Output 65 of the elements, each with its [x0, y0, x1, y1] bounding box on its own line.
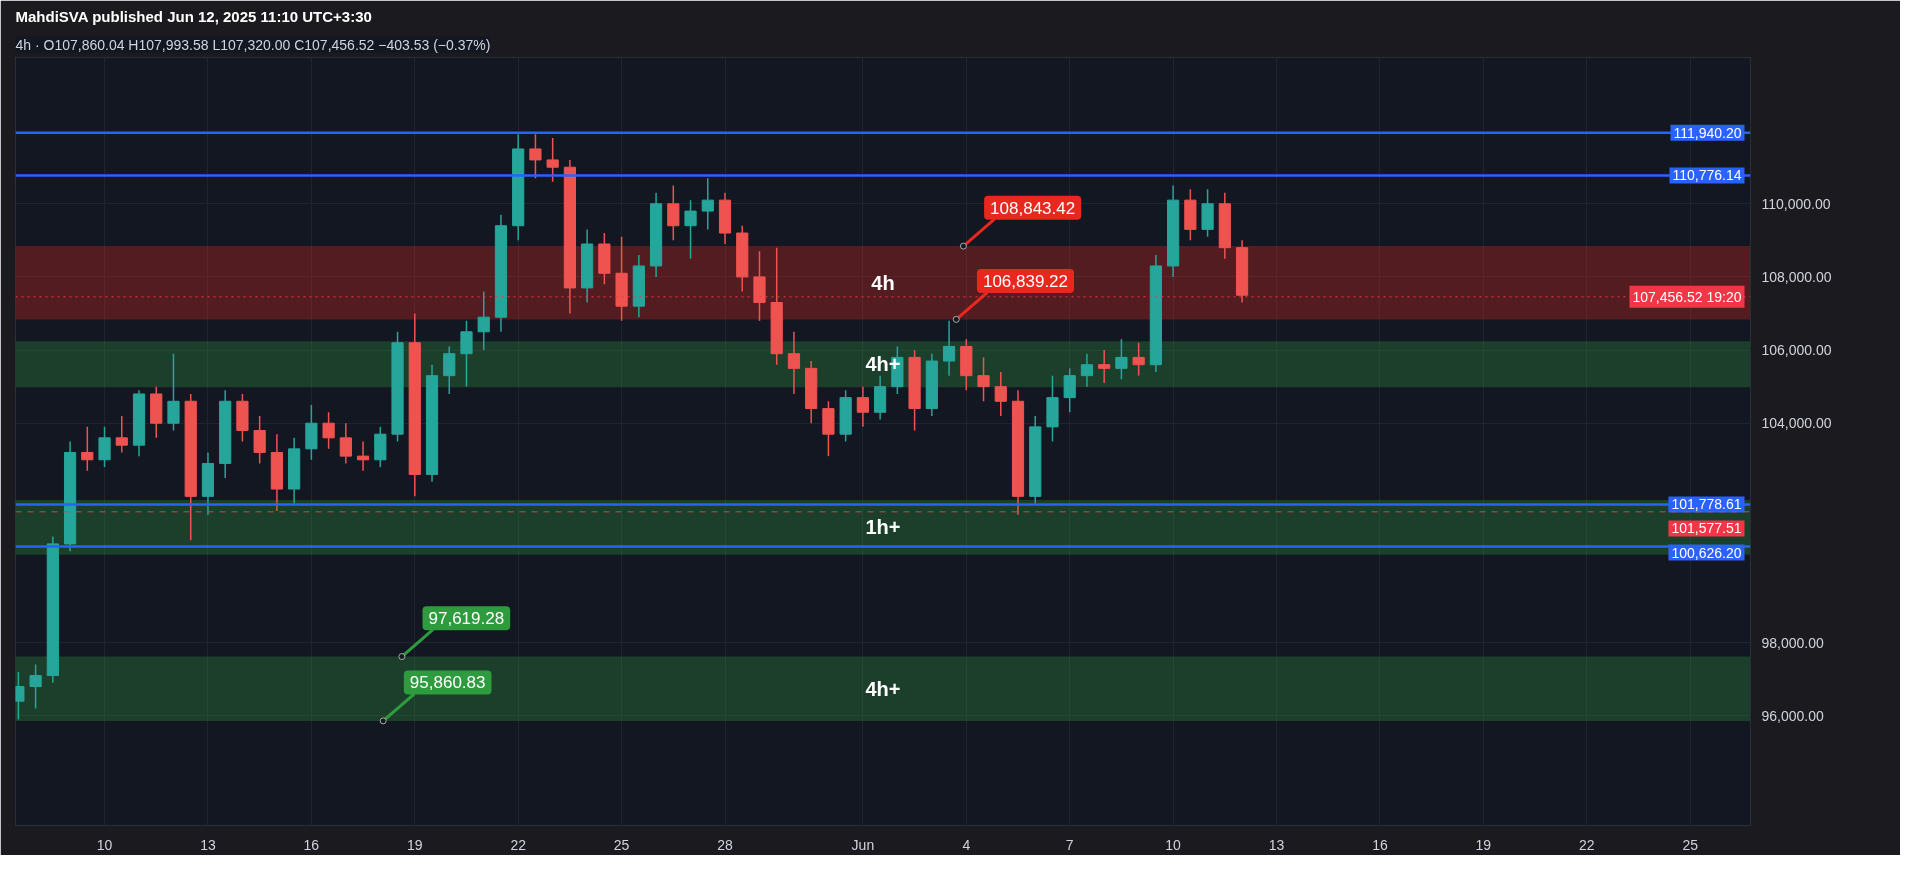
- candlestick: [994, 371, 1007, 417]
- candlestick: [1115, 338, 1128, 381]
- candlestick: [546, 137, 559, 183]
- candlestick: [115, 415, 128, 454]
- x-tick-label: 22: [1578, 836, 1595, 853]
- candlestick: [98, 426, 111, 468]
- y-tick-label: 98,000.00: [1761, 634, 1824, 651]
- candlestick: [1080, 352, 1094, 388]
- candlestick: [856, 385, 869, 428]
- chart-subtitle: 4h · O107,860.04 H107,993.58 L107,320.00 C107,456.52 −403.53 (−0.37%): [15, 36, 491, 53]
- x-tick-label: 16: [303, 836, 320, 853]
- x-tick-label: 13: [1268, 836, 1285, 853]
- candlestick: [1098, 349, 1111, 384]
- ref-line-label: 101,577.51: [1671, 520, 1742, 537]
- candlestick: [443, 345, 456, 395]
- x-tick-label: 25: [1682, 836, 1699, 853]
- x-tick-label: 10: [96, 836, 113, 853]
- candlestick: [701, 177, 714, 231]
- ref-line-label: 101,778.61: [1671, 496, 1742, 513]
- ref-line-label: 111,940.20: [1673, 124, 1742, 141]
- y-tick-label: 104,000.00: [1761, 415, 1832, 432]
- x-tick-label: 10: [1165, 836, 1182, 853]
- y-tick-label: 110,000.00: [1761, 195, 1831, 212]
- candlestick: [253, 415, 266, 465]
- annotation: 95,860.83: [409, 673, 486, 693]
- y-tick-label: 108,000.00: [1761, 268, 1832, 285]
- x-tick-label: Jun: [851, 836, 875, 853]
- candlestick: [29, 663, 42, 710]
- candlestick: [529, 133, 542, 179]
- x-tick-label: 22: [510, 836, 527, 853]
- x-tick-label: 19: [406, 836, 423, 853]
- candlestick: [977, 356, 990, 403]
- x-tick-label: 16: [1372, 836, 1388, 853]
- annotation: 97,619.28: [428, 609, 505, 629]
- candlestick: [167, 352, 180, 432]
- annotation: 108,843.42: [990, 198, 1076, 218]
- candlestick: [942, 320, 956, 377]
- x-tick-label: 4: [962, 836, 971, 853]
- candlestick: [1132, 342, 1145, 377]
- band-label: 1h+: [865, 516, 901, 539]
- x-tick-label: 25: [613, 836, 630, 853]
- candlestick: [356, 440, 370, 472]
- candlestick: [1063, 367, 1076, 413]
- candlestick: [339, 422, 352, 465]
- band-label: 4h+: [865, 353, 901, 376]
- candlestick: [667, 184, 680, 242]
- ref-line-label: 107,456.52 19:20: [1632, 288, 1742, 305]
- y-tick-label: 96,000.00: [1761, 707, 1824, 724]
- x-tick-label: 28: [717, 836, 734, 853]
- x-tick-label: 7: [1065, 836, 1074, 853]
- x-tick-label: 19: [1475, 836, 1492, 853]
- candlestick: [787, 331, 801, 395]
- annotation: 106,839.22: [982, 271, 1069, 291]
- ref-line-label: 110,776.14: [1672, 167, 1742, 184]
- candlestick: [460, 320, 473, 388]
- candlestick: [477, 290, 490, 351]
- x-tick-label: 13: [200, 836, 216, 853]
- y-tick-label: 106,000.00: [1761, 342, 1832, 359]
- band-label: 4h: [871, 271, 895, 294]
- ref-line-label: 100,626.20: [1671, 544, 1742, 561]
- chart-title: MahdiSVA published Jun 12, 2025 11:10 UTC+3:30: [15, 7, 372, 25]
- candlestick: [81, 426, 94, 472]
- band-label: 4h+: [865, 677, 901, 700]
- candlestick: [322, 411, 335, 450]
- candlestick: [684, 199, 697, 260]
